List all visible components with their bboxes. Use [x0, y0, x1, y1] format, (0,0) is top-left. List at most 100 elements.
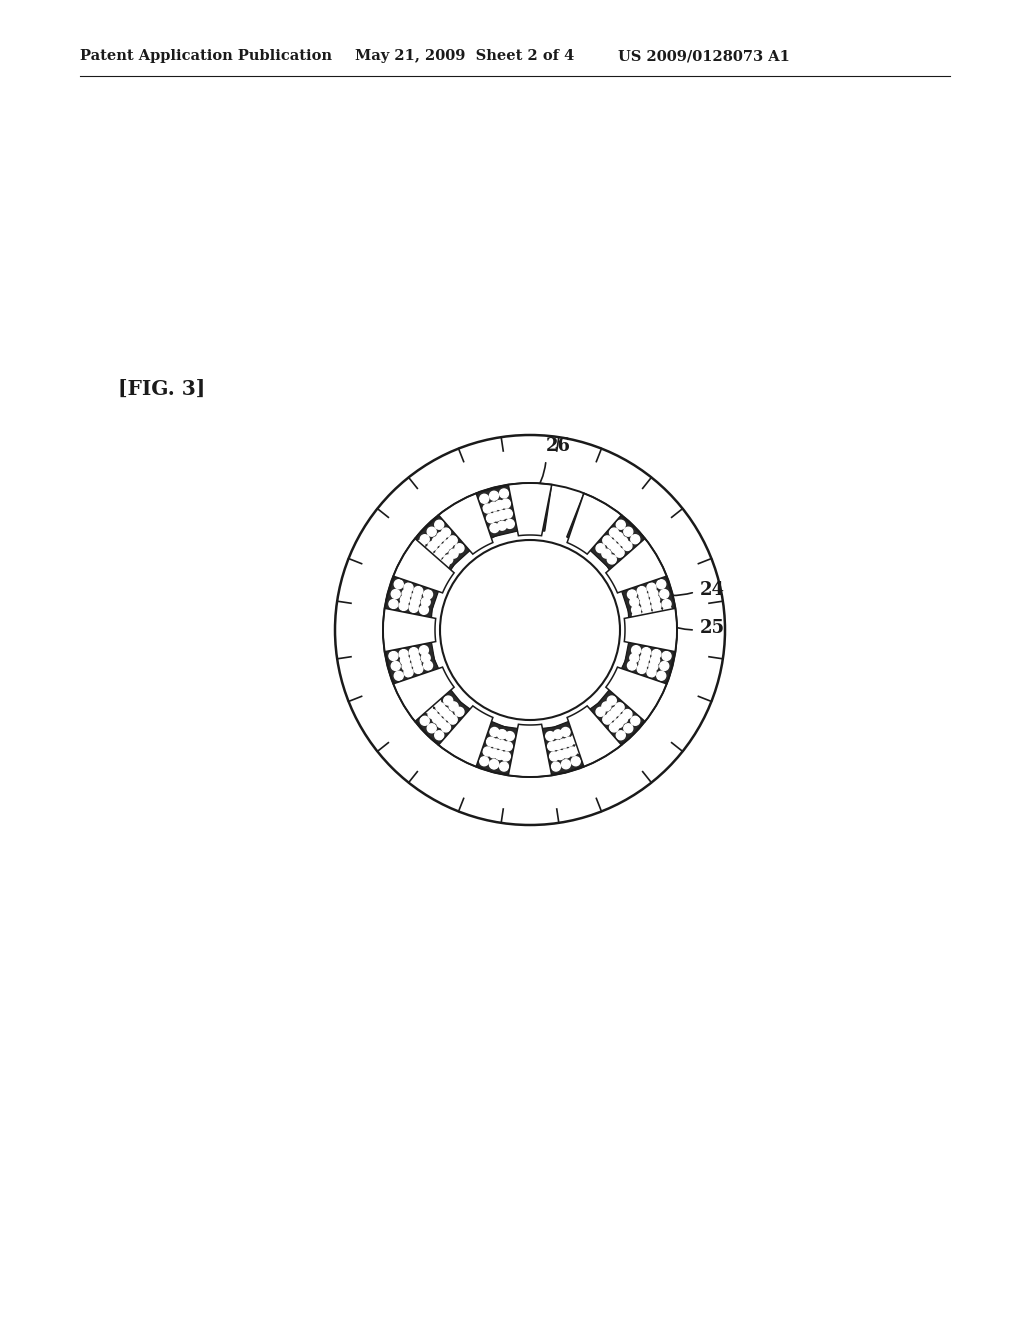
- Circle shape: [414, 664, 423, 673]
- Circle shape: [562, 748, 570, 758]
- Circle shape: [624, 527, 633, 536]
- Text: Patent Application Publication: Patent Application Publication: [80, 49, 332, 63]
- Circle shape: [424, 590, 432, 599]
- Circle shape: [647, 668, 656, 677]
- Circle shape: [652, 602, 660, 610]
- Circle shape: [441, 723, 451, 731]
- Circle shape: [553, 730, 562, 739]
- Circle shape: [649, 661, 658, 671]
- Polygon shape: [606, 667, 667, 722]
- Circle shape: [641, 598, 649, 607]
- Circle shape: [607, 540, 616, 549]
- Circle shape: [616, 731, 626, 739]
- Circle shape: [416, 540, 425, 549]
- Circle shape: [399, 602, 409, 610]
- Text: US 2009/0128073 A1: US 2009/0128073 A1: [618, 49, 790, 63]
- Circle shape: [411, 653, 420, 663]
- Circle shape: [389, 599, 398, 609]
- Circle shape: [602, 702, 611, 711]
- Circle shape: [428, 710, 437, 718]
- Circle shape: [410, 648, 418, 656]
- Circle shape: [546, 731, 555, 741]
- Circle shape: [423, 704, 432, 713]
- Circle shape: [618, 537, 628, 545]
- Polygon shape: [545, 723, 584, 775]
- Circle shape: [439, 544, 449, 553]
- Circle shape: [394, 672, 403, 680]
- Circle shape: [391, 661, 400, 671]
- Text: 26: 26: [546, 437, 571, 455]
- Circle shape: [498, 730, 507, 739]
- Circle shape: [335, 436, 725, 825]
- Circle shape: [412, 593, 421, 601]
- Circle shape: [427, 723, 436, 733]
- Circle shape: [643, 610, 651, 619]
- Circle shape: [483, 747, 493, 756]
- Polygon shape: [508, 725, 552, 777]
- Polygon shape: [592, 692, 645, 744]
- Circle shape: [479, 494, 488, 503]
- Circle shape: [489, 760, 499, 768]
- Circle shape: [603, 715, 611, 725]
- Circle shape: [399, 649, 409, 659]
- Circle shape: [420, 645, 428, 655]
- Circle shape: [650, 595, 659, 605]
- Circle shape: [642, 603, 650, 612]
- Circle shape: [574, 744, 584, 754]
- Circle shape: [614, 718, 624, 727]
- Circle shape: [550, 752, 558, 760]
- Circle shape: [489, 491, 499, 500]
- Circle shape: [663, 599, 671, 609]
- Circle shape: [489, 760, 499, 768]
- Circle shape: [414, 586, 423, 595]
- Circle shape: [642, 648, 650, 656]
- Circle shape: [659, 590, 669, 598]
- Circle shape: [424, 546, 433, 556]
- Circle shape: [455, 544, 464, 553]
- Circle shape: [441, 528, 451, 537]
- Circle shape: [411, 598, 420, 607]
- Circle shape: [455, 708, 464, 717]
- Circle shape: [611, 708, 621, 715]
- Circle shape: [633, 611, 641, 620]
- Text: 27: 27: [460, 630, 485, 647]
- Circle shape: [611, 544, 621, 553]
- Text: 25: 25: [700, 619, 725, 638]
- Polygon shape: [383, 609, 435, 652]
- Circle shape: [631, 717, 640, 725]
- Circle shape: [412, 659, 421, 668]
- Polygon shape: [383, 484, 677, 777]
- Circle shape: [614, 532, 624, 541]
- Circle shape: [628, 661, 637, 671]
- Circle shape: [615, 548, 624, 557]
- Circle shape: [449, 715, 458, 725]
- Circle shape: [650, 656, 659, 665]
- Circle shape: [436, 548, 444, 557]
- Circle shape: [637, 664, 646, 673]
- Circle shape: [659, 661, 669, 671]
- Circle shape: [647, 583, 656, 593]
- Polygon shape: [623, 644, 676, 684]
- Circle shape: [391, 590, 400, 598]
- Polygon shape: [476, 484, 515, 537]
- Circle shape: [431, 697, 440, 706]
- Circle shape: [571, 756, 581, 766]
- Circle shape: [500, 762, 509, 771]
- Circle shape: [628, 590, 637, 599]
- Polygon shape: [476, 723, 515, 775]
- Circle shape: [489, 502, 498, 511]
- Circle shape: [602, 549, 611, 558]
- Circle shape: [623, 710, 632, 718]
- Circle shape: [404, 583, 413, 593]
- Polygon shape: [592, 515, 645, 568]
- Circle shape: [443, 696, 453, 705]
- Circle shape: [496, 500, 504, 510]
- Circle shape: [618, 714, 628, 723]
- Circle shape: [504, 742, 512, 751]
- Circle shape: [596, 544, 605, 553]
- Circle shape: [432, 537, 441, 545]
- Circle shape: [400, 595, 410, 605]
- Circle shape: [571, 735, 580, 743]
- Circle shape: [449, 536, 458, 545]
- Circle shape: [561, 760, 570, 768]
